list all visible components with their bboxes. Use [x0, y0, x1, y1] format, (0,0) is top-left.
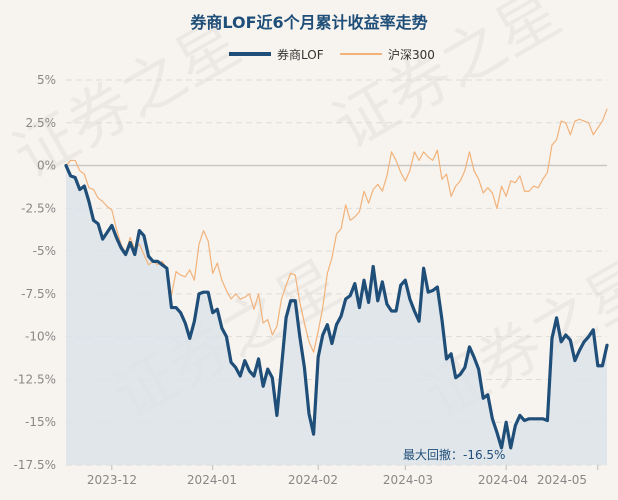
x-tick-label: 2024-02 [288, 473, 338, 487]
y-tick-label: -5% [33, 244, 56, 258]
chart-legend: 券商LOF 沪深300 [0, 44, 618, 64]
y-tick-label: 5% [37, 73, 56, 87]
x-tick-label: 2024-03 [383, 473, 433, 487]
y-tick-label: -2.5% [21, 201, 56, 215]
y-tick-label: -7.5% [21, 287, 56, 301]
x-tick-label: 2024-04 [478, 473, 528, 487]
y-tick-label: -17.5% [14, 458, 56, 472]
x-axis: 2023-12 2024-01 2024-02 2024-03 2024-04 2024-… [87, 465, 599, 487]
legend-swatch-fund [229, 52, 271, 56]
x-tick-label: 2024-01 [187, 473, 237, 487]
y-tick-label: -10% [25, 330, 56, 344]
series-line-index [65, 108, 608, 353]
y-tick-label: 2.5% [26, 116, 57, 130]
max-drawdown-annotation: 最大回撤：-16.5% [403, 447, 505, 462]
legend-label-fund: 券商LOF [277, 47, 324, 62]
area-layer [66, 165, 607, 466]
watermark-1: 证券之星 [321, 0, 572, 163]
chart-title: 券商LOF近6个月累计收益率走势 [190, 13, 428, 32]
legend-item-index[interactable]: 沪深300 [340, 44, 435, 64]
legend-label-index: 沪深300 [388, 47, 435, 62]
y-axis: 5% 2.5% 0% -2.5% -5% -7.5% -10% -12.5% -15% -17.5… [14, 73, 56, 472]
y-tick-label: -15% [25, 415, 56, 429]
legend-swatch-index [340, 53, 382, 55]
y-tick-label: -12.5% [14, 372, 56, 386]
y-tick-label: 0% [37, 159, 56, 173]
x-tick-label: 2023-12 [87, 473, 137, 487]
series-line-fund [64, 163, 609, 450]
legend-item-fund[interactable]: 券商LOF [229, 44, 324, 64]
fund-area [66, 165, 607, 466]
lines-layer [64, 108, 609, 450]
x-tick-label: 2024-05 [537, 473, 587, 487]
